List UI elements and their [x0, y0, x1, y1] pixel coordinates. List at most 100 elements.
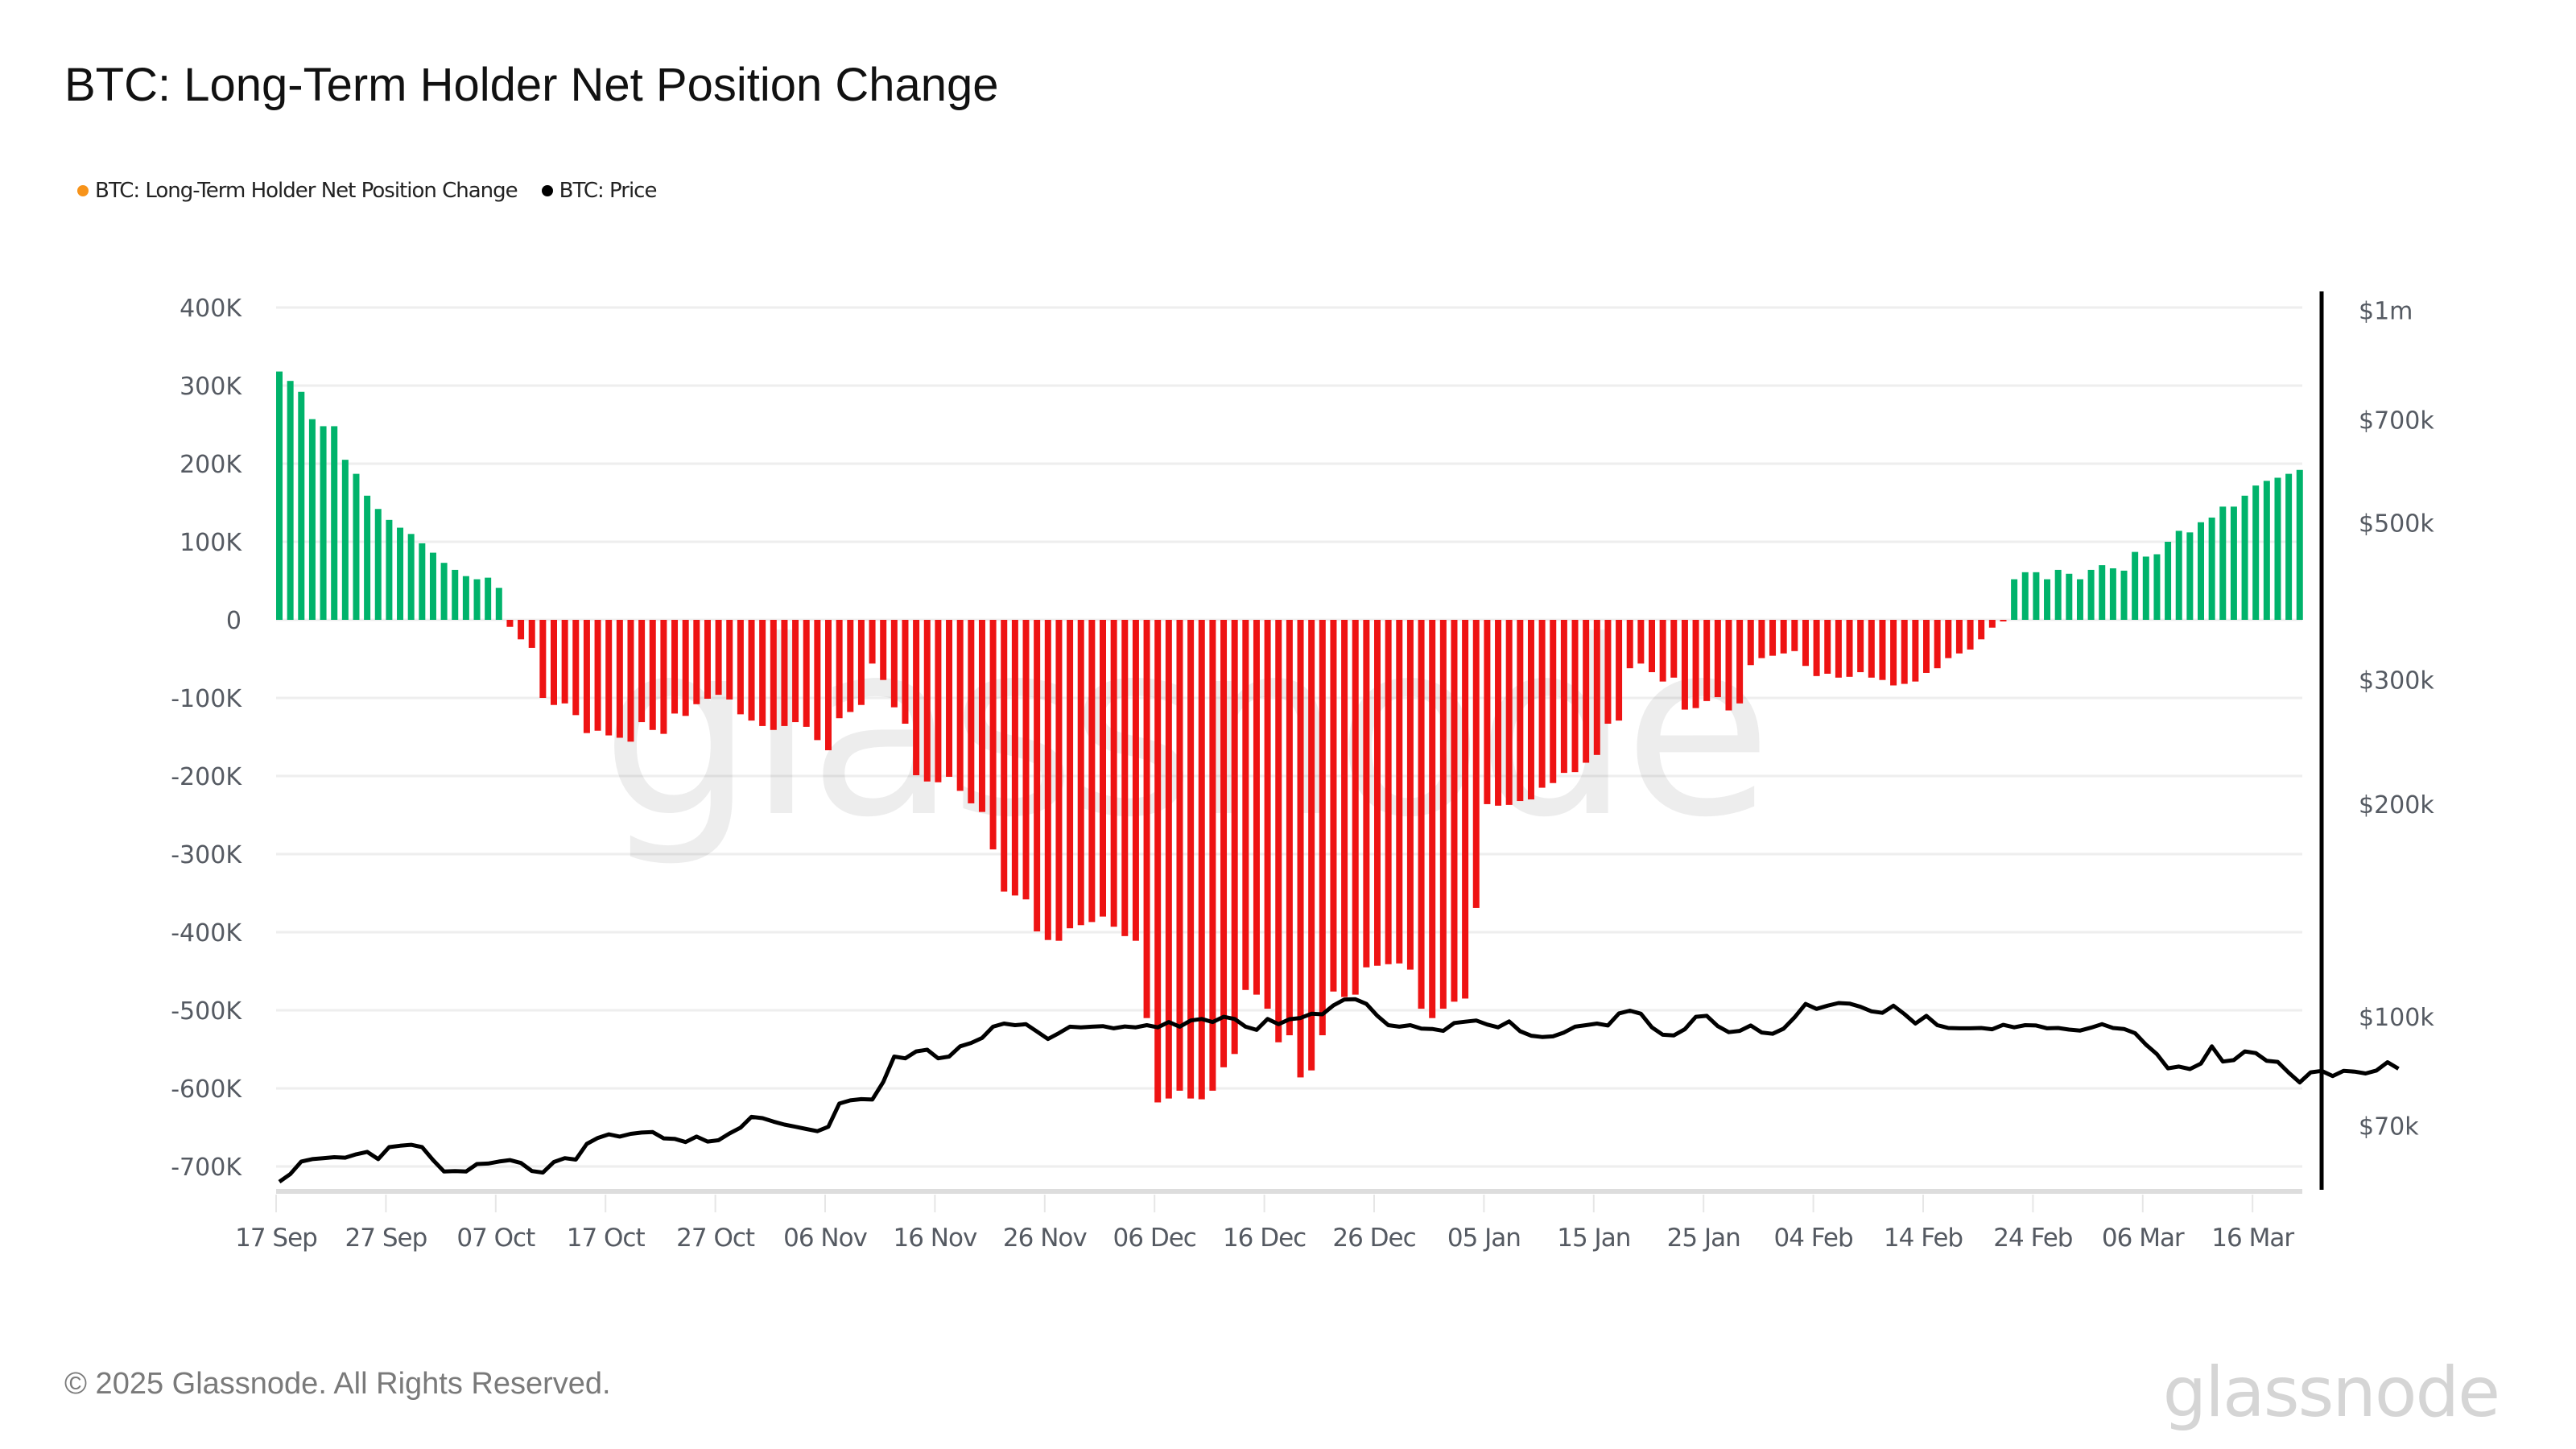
price-line	[278, 997, 2400, 1184]
bar-positive	[2087, 569, 2095, 620]
y-left-tick-label: -400K	[171, 919, 242, 947]
bar-positive	[2252, 485, 2260, 620]
bar-negative	[1571, 620, 1579, 773]
bar-negative	[1780, 620, 1787, 654]
copyright: © 2025 Glassnode. All Rights Reserved.	[64, 1367, 611, 1401]
bar-negative	[1077, 620, 1084, 926]
bar-negative	[638, 620, 646, 723]
bar-positive	[2219, 506, 2227, 620]
bar-positive	[2153, 554, 2161, 620]
bar-negative	[1231, 620, 1238, 1055]
bar-negative	[528, 620, 535, 648]
bar-positive	[298, 391, 305, 620]
bar-negative	[704, 620, 711, 699]
x-tick-label: 17 Oct	[567, 1224, 646, 1253]
bar-negative	[1495, 620, 1502, 806]
bar-negative	[1747, 620, 1754, 666]
y-left-tick-label: 400K	[180, 295, 242, 323]
y-right-tick-label: $1m	[2359, 298, 2413, 326]
bar-positive	[2241, 495, 2248, 620]
x-tick-label: 15 Jan	[1557, 1224, 1630, 1253]
bar-negative	[989, 620, 997, 850]
bar-positive	[2186, 532, 2194, 620]
bar-negative	[660, 620, 667, 734]
bar-negative	[737, 620, 744, 715]
bar-negative	[1088, 620, 1096, 923]
bar-negative	[1945, 620, 1952, 658]
y-axis-left: 400K 300K 200K 100K 0 -100K -200K -300K -400K -50…	[171, 295, 242, 1182]
y-axis-right: $1m $700k $500k $300k $200k $100k $70k	[2319, 291, 2434, 1190]
bar-negative	[572, 620, 580, 716]
bar-negative	[792, 620, 799, 723]
bar-negative	[890, 620, 898, 708]
bar-negative	[803, 620, 810, 727]
bar-negative	[1637, 620, 1645, 664]
y-left-tick-label: 200K	[180, 451, 242, 479]
bar-negative	[1034, 620, 1041, 932]
bar-negative	[748, 620, 755, 721]
bar-positive	[386, 519, 393, 620]
legend: BTC: Long-Term Holder Net Position Chang…	[77, 179, 658, 203]
bar-negative	[1736, 620, 1744, 704]
bar-negative	[1725, 620, 1732, 711]
bar-negative	[1297, 620, 1304, 1078]
bar-positive	[2011, 579, 2018, 620]
legend-label-price: BTC: Price	[559, 179, 658, 203]
bar-negative	[857, 620, 865, 705]
bar-positive	[2285, 473, 2293, 620]
bar-positive	[308, 419, 316, 620]
bar-negative	[1198, 620, 1205, 1100]
bar-positive	[331, 426, 338, 620]
y-left-tick-label: 100K	[180, 529, 242, 557]
y-left-tick-label: 0	[226, 607, 242, 635]
bar-negative	[1275, 620, 1282, 1042]
bar-positive	[2208, 517, 2215, 620]
bar-negative	[1462, 620, 1469, 999]
bar-negative	[1626, 620, 1633, 669]
legend-item-price[interactable]: BTC: Price	[541, 179, 658, 203]
bar-negative	[847, 620, 854, 712]
bar-positive	[2263, 481, 2270, 620]
bar-negative	[1484, 620, 1491, 804]
bar-negative	[1604, 620, 1612, 724]
bar-positive	[473, 579, 481, 620]
bar-negative	[539, 620, 547, 698]
bar-negative	[649, 620, 656, 730]
bar-positive	[2296, 469, 2303, 620]
bar-negative	[1385, 620, 1392, 964]
bar-positive	[2142, 556, 2149, 620]
y-right-tick-label: $300k	[2359, 667, 2434, 695]
x-tick-label: 26 Nov	[1003, 1224, 1087, 1253]
bar-negative	[1550, 620, 1557, 783]
bar-negative	[551, 620, 557, 705]
bar-negative	[1527, 620, 1534, 800]
bar-positive	[495, 588, 502, 620]
bar-negative	[1659, 620, 1666, 682]
bar-negative	[1560, 620, 1567, 774]
bar-negative	[770, 620, 777, 730]
bar-positive	[2099, 565, 2106, 620]
bar-negative	[1011, 620, 1018, 896]
bar-negative	[1308, 620, 1315, 1071]
bar-negative	[1802, 620, 1809, 667]
bar-negative	[1220, 620, 1228, 1067]
bar-negative	[956, 620, 964, 791]
bar-negative	[1890, 620, 1897, 686]
bar-negative	[1187, 620, 1195, 1099]
bar-negative	[594, 620, 601, 731]
legend-dot-price	[541, 185, 553, 196]
legend-item-lth[interactable]: BTC: Long-Term Holder Net Position Chang…	[77, 179, 518, 203]
bar-negative	[1418, 620, 1425, 1009]
bar-negative	[1988, 620, 1996, 628]
bar-negative	[1319, 620, 1326, 1036]
x-axis: 17 Sep 27 Sep 07 Oct 17 Oct 27 Oct 06 Nov 16 N…	[235, 1195, 2295, 1253]
bar-negative	[1110, 620, 1117, 927]
bar-negative	[1341, 620, 1348, 997]
bar-negative	[1769, 620, 1777, 656]
bar-positive	[374, 509, 382, 620]
y-left-tick-label: -500K	[171, 997, 242, 1026]
bar-negative	[682, 620, 689, 716]
bar-negative	[1100, 620, 1106, 917]
y-right-tick-label: $200k	[2359, 791, 2434, 819]
bar-negative	[1583, 620, 1590, 763]
